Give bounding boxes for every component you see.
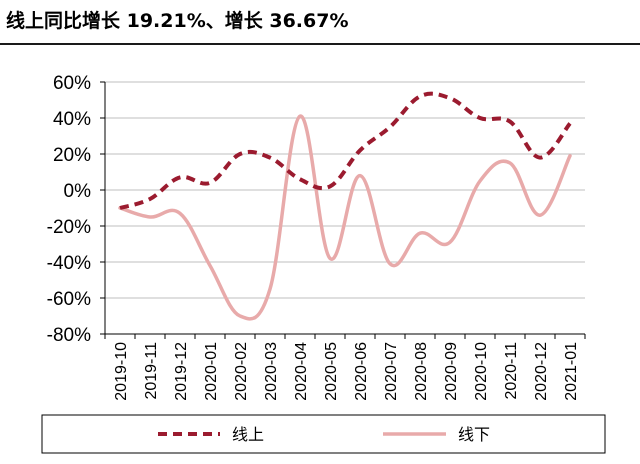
x-tick-label: 2020-03	[263, 342, 280, 401]
title-divider	[0, 43, 640, 45]
y-tick-label: -60%	[47, 289, 91, 310]
y-tick-label: 20%	[53, 145, 91, 166]
y-tick-label: -40%	[47, 253, 91, 274]
y-tick-label: -80%	[47, 325, 91, 346]
x-tick-label: 2020-01	[203, 342, 220, 401]
x-tick-label: 2020-04	[293, 342, 310, 401]
x-tick-label: 2020-10	[473, 342, 490, 401]
grid-lines	[105, 81, 585, 299]
x-tick-label: 2019-11	[143, 342, 160, 400]
chart-axes	[104, 82, 585, 335]
x-tick-label: 2020-06	[353, 342, 370, 401]
y-tick-label: 0%	[64, 181, 92, 202]
y-axis-ticks: -80% -60% -40% -20% 0% 20% 40% 60%	[47, 73, 105, 346]
y-tick-label: 60%	[53, 73, 91, 94]
legend-box	[41, 414, 606, 454]
chart-title: 线上同比增长 19.21%、增长 36.67%	[6, 10, 349, 32]
series-lines	[118, 91, 572, 321]
x-axis-ticks: 2019-10 2019-11 2019-12 2020-01 2020-02 2020-…	[104, 334, 586, 401]
x-tick-label: 2020-02	[233, 342, 250, 401]
series-line-offline	[118, 114, 572, 321]
x-tick-label: 2020-12	[533, 342, 550, 401]
x-tick-label: 2020-09	[443, 342, 460, 401]
legend-label-online: 线上	[232, 425, 264, 444]
series-line-online	[119, 91, 572, 210]
x-tick-label: 2020-05	[323, 342, 340, 401]
y-tick-label: 40%	[53, 109, 91, 130]
legend: 线上 线下	[41, 414, 606, 454]
x-tick-label: 2020-11	[503, 342, 520, 400]
x-tick-label: 2020-08	[413, 342, 430, 401]
x-tick-label: 2019-10	[113, 342, 130, 401]
legend-label-offline: 线下	[458, 425, 490, 444]
x-tick-label: 2021-01	[563, 342, 580, 401]
x-tick-label: 2020-07	[383, 342, 400, 401]
y-tick-label: -20%	[47, 217, 91, 238]
x-tick-label: 2019-12	[173, 342, 190, 401]
